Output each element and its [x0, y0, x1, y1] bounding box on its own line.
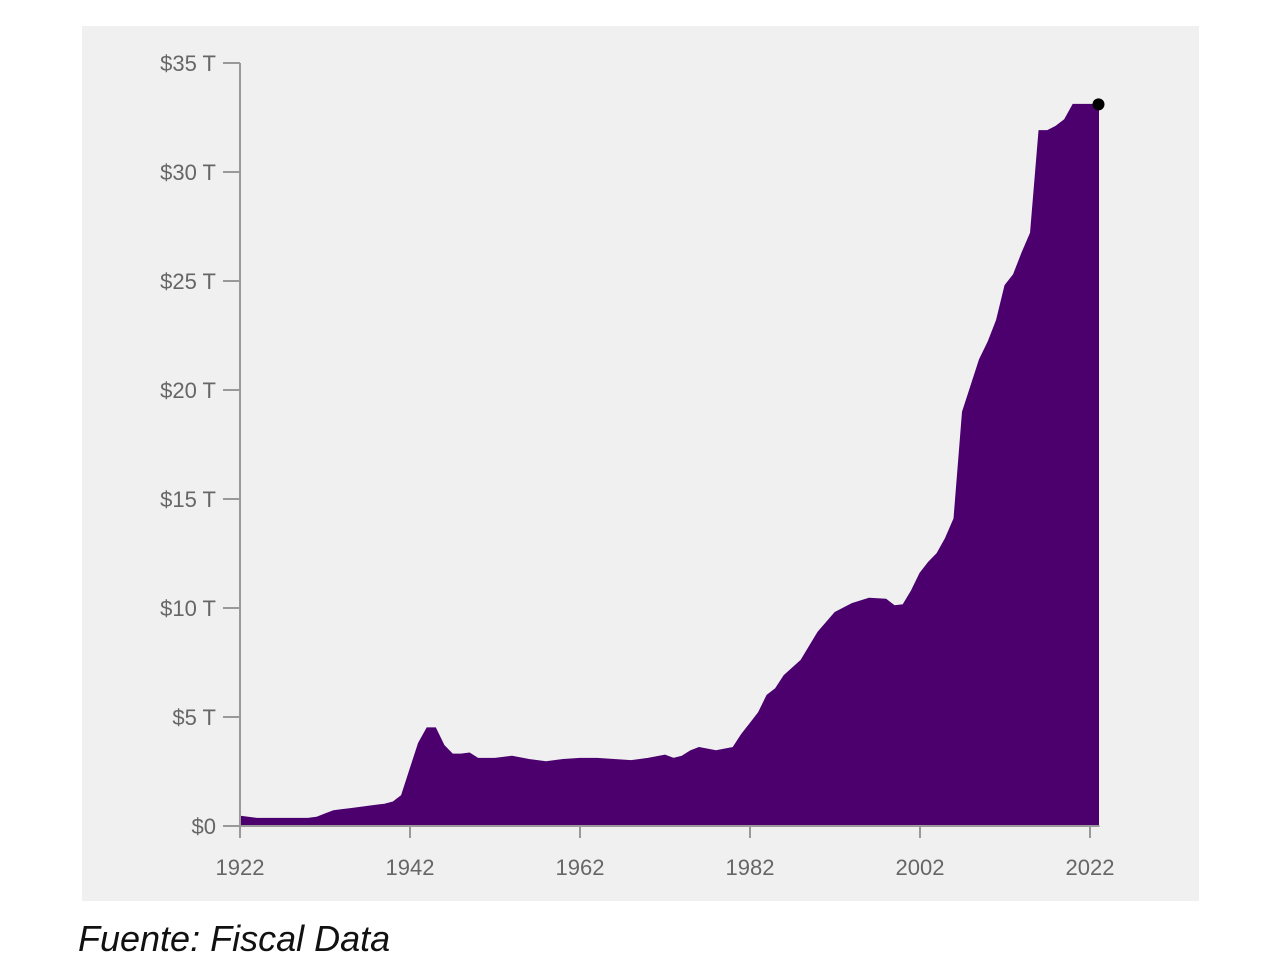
chart-panel: $0 $5 T $10 T $15 T $20 T $25 T $30 T $35 T 192… [82, 26, 1199, 901]
source-note: Fuente: Fiscal Data [78, 918, 391, 959]
y-tick-label: $0 [192, 814, 216, 839]
x-tick-label: 2002 [896, 855, 945, 880]
y-tick-label: $30 T [160, 160, 216, 185]
y-tick-label: $20 T [160, 378, 216, 403]
y-axis-ticks: $0 $5 T $10 T $15 T $20 T $25 T $30 T $35 T [160, 51, 240, 839]
x-tick-label: 1982 [726, 855, 775, 880]
y-tick-label: $35 T [160, 51, 216, 76]
chart-svg: $0 $5 T $10 T $15 T $20 T $25 T $30 T $35 T 192… [160, 51, 1115, 880]
x-tick-label: 1922 [216, 855, 265, 880]
y-tick-label: $25 T [160, 269, 216, 294]
y-tick-label: $15 T [160, 487, 216, 512]
debt-area [239, 103, 1099, 827]
x-tick-label: 1962 [556, 855, 605, 880]
y-tick-label: $10 T [160, 596, 216, 621]
y-tick-label: $5 T [172, 705, 216, 730]
x-tick-label: 2022 [1066, 855, 1115, 880]
latest-value-marker [1092, 98, 1105, 111]
x-axis-ticks: 1922 1942 1962 1982 2002 2022 [216, 826, 1115, 880]
x-tick-label: 1942 [386, 855, 435, 880]
